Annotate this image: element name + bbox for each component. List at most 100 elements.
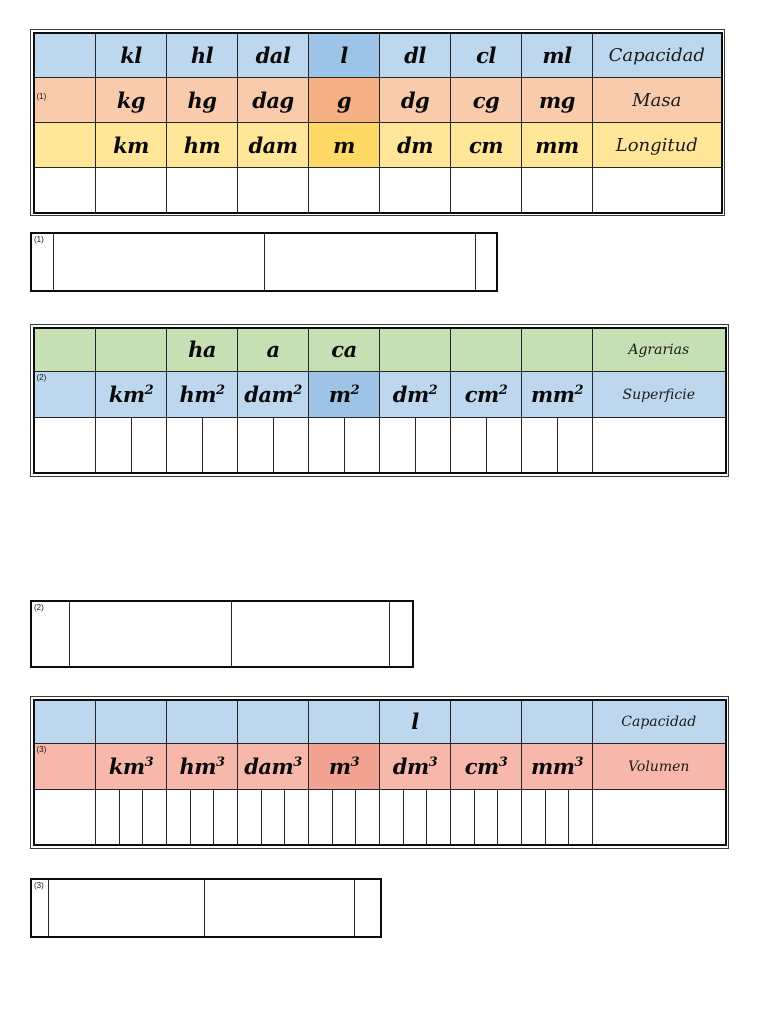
digit-cell [237, 789, 309, 846]
unit-base: dam [244, 382, 294, 407]
digit-subcells [523, 790, 592, 844]
digit-cell [237, 417, 309, 474]
unit-cell: dg [379, 77, 451, 123]
unit-base: hm [179, 382, 216, 407]
unit-cell: ml [521, 32, 593, 78]
digit-cell [308, 417, 380, 474]
capacidad-row: l Capacidad [33, 699, 726, 744]
unit-cell: dm3 [379, 743, 451, 790]
digit-subcells [310, 790, 379, 844]
empty-cell [388, 600, 414, 668]
empty-cell [203, 878, 355, 938]
digit-subcells [239, 790, 308, 844]
row-label: Superficie [592, 371, 726, 418]
empty-cell [379, 167, 451, 213]
row-label: Agrarias [592, 327, 726, 372]
unit-cell: km [95, 122, 167, 168]
unit-exponent: 3 [144, 755, 154, 770]
unit-cell-base: m [308, 122, 380, 168]
unit-cell: cg [450, 77, 522, 123]
digit-cell [166, 789, 238, 846]
metric-units-table: kl hl dal l dl cl ml Capacidad (1) kg hg… [32, 31, 723, 214]
digit-cell [450, 417, 522, 474]
empty-cell [230, 600, 390, 668]
row-label: Capacidad [592, 699, 726, 744]
blank-write-row [33, 417, 726, 474]
unit-base: dm [392, 382, 429, 407]
unit-cell [95, 327, 167, 372]
empty-cell [166, 167, 238, 213]
blank-write-row [33, 167, 722, 213]
empty-cell [592, 789, 726, 846]
unit-exponent: 2 [215, 383, 225, 398]
digit-cell [95, 789, 167, 846]
unit-base: dam [244, 754, 294, 779]
unit-exponent: 2 [144, 383, 154, 398]
unit-cell-base: m3 [308, 743, 380, 790]
unit-exponent: 2 [428, 383, 438, 398]
unit-cell [166, 699, 238, 744]
surface-units-table-border: ha a ca Agrarias (2) km2 hm2 dam2 m2 dm2… [30, 324, 729, 477]
unit-base: mm [531, 754, 575, 779]
unit-cell: dm [379, 122, 451, 168]
empty-cell [95, 167, 167, 213]
digit-subcells [310, 418, 379, 472]
empty-cell [33, 699, 96, 744]
row-label: Capacidad [592, 32, 722, 78]
footnote-marker-1: (1) [34, 235, 44, 244]
metric-units-table-wrapper: kl hl dal l dl cl ml Capacidad (1) kg hg… [30, 29, 725, 221]
unit-cell [450, 699, 522, 744]
digit-cell [521, 789, 593, 846]
unit-base: mm [531, 382, 575, 407]
empty-cell [237, 167, 309, 213]
digit-cell [450, 789, 522, 846]
empty-cell [33, 122, 96, 168]
unit-cell-base: m2 [308, 371, 380, 418]
unit-cell-liter: l [379, 699, 451, 744]
unit-cell: mm [521, 122, 593, 168]
digit-subcells [523, 418, 592, 472]
digit-cell [379, 417, 451, 474]
answer-box-2-row: (2) [30, 600, 414, 668]
footnote-marker-cell: (2) [30, 600, 70, 668]
unit-exponent: 3 [350, 755, 360, 770]
volume-units-table-wrapper: l Capacidad (3) km3 hm3 dam3 m3 dm3 cm3 … [30, 696, 729, 854]
unit-base: cm [464, 382, 500, 407]
unit-cell: hg [166, 77, 238, 123]
digit-cell [521, 417, 593, 474]
empty-cell [33, 167, 96, 213]
unit-cell [95, 699, 167, 744]
digit-subcells [452, 418, 521, 472]
unit-cell: ha [166, 327, 238, 372]
empty-cell [68, 600, 232, 668]
footnote-marker-cell: (3) [33, 743, 96, 790]
unit-cell-base: l [308, 32, 380, 78]
digit-subcells [168, 418, 237, 472]
unit-base: m [328, 382, 351, 407]
answer-box-3-row: (3) [30, 878, 382, 938]
empty-cell [47, 878, 205, 938]
digit-subcells [97, 418, 166, 472]
empty-cell [521, 167, 593, 213]
unit-exponent: 2 [574, 383, 583, 398]
unit-cell: hm3 [166, 743, 238, 790]
empty-cell [33, 327, 96, 372]
unit-exponent: 3 [498, 755, 508, 770]
unit-base: km [108, 382, 145, 407]
agrarias-row: ha a ca Agrarias [33, 327, 726, 372]
unit-cell: cm3 [450, 743, 522, 790]
unit-exponent: 3 [293, 755, 302, 770]
answer-box-1-row: (1) [30, 232, 498, 292]
digit-cell [379, 789, 451, 846]
volume-units-table-border: l Capacidad (3) km3 hm3 dam3 m3 dm3 cm3 … [30, 696, 729, 849]
empty-cell [592, 417, 726, 474]
unit-cell: cm2 [450, 371, 522, 418]
unit-cell [237, 699, 309, 744]
unit-cell: hl [166, 32, 238, 78]
unit-cell: dag [237, 77, 309, 123]
footnote-marker-cell: (2) [33, 371, 96, 418]
unit-base: cm [464, 754, 500, 779]
unit-exponent: 3 [428, 755, 438, 770]
longitud-row: km hm dam m dm cm mm Longitud [33, 122, 722, 168]
digit-subcells [381, 418, 450, 472]
